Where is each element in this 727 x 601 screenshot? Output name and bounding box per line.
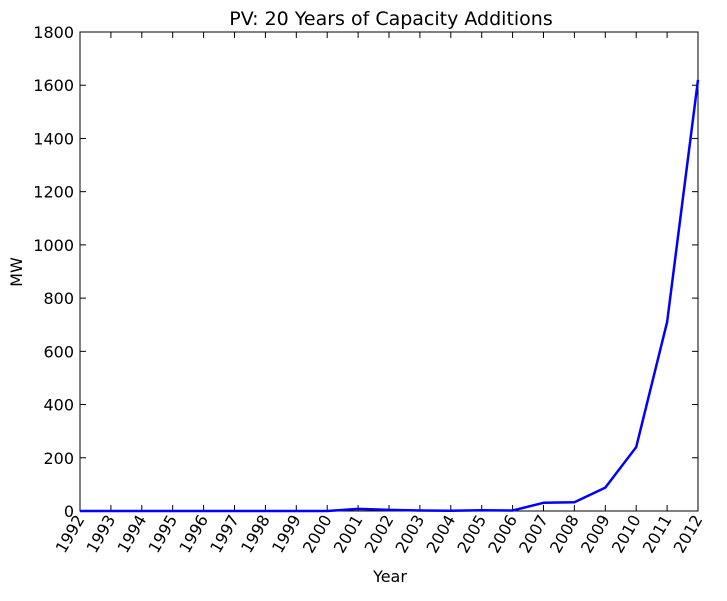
x-tick-label: 2001 xyxy=(330,512,367,557)
y-tick-label: 0 xyxy=(64,502,74,521)
x-tick-label: 1996 xyxy=(175,512,212,557)
x-tick-label: 1999 xyxy=(268,512,305,557)
x-tick-label: 2009 xyxy=(577,512,614,557)
x-tick-label: 2003 xyxy=(392,512,429,557)
series-line xyxy=(80,79,700,513)
x-tick-label: 2007 xyxy=(515,512,552,557)
x-tick-label: 1992 xyxy=(52,512,89,557)
x-tick-label: 2005 xyxy=(453,512,490,557)
plot-frame xyxy=(79,31,699,512)
y-tick-label: 1200 xyxy=(33,183,74,202)
x-tick-label: 1997 xyxy=(206,512,243,557)
y-axis-label: MW xyxy=(7,257,26,287)
x-tick-label: 1993 xyxy=(83,512,120,557)
x-tick-label: 1994 xyxy=(113,512,150,557)
y-tick-label: 1600 xyxy=(33,76,74,95)
x-tick-label: 1998 xyxy=(237,512,274,557)
x-axis-label: Year xyxy=(372,567,407,586)
x-tick-label: 1995 xyxy=(144,512,181,557)
x-tick-label: 2000 xyxy=(299,512,336,557)
y-tick-label: 800 xyxy=(43,289,74,308)
y-tick-label: 1000 xyxy=(33,236,74,255)
x-tick-label: 2002 xyxy=(361,512,398,557)
y-tick-label: 1800 xyxy=(33,23,74,42)
x-tick-label: 2006 xyxy=(484,512,521,557)
y-tick-label: 400 xyxy=(43,396,74,415)
x-tick-label: 2012 xyxy=(670,512,707,557)
x-tick-label: 2004 xyxy=(422,512,459,557)
y-tick-label: 200 xyxy=(43,449,74,468)
y-tick-label: 1400 xyxy=(33,129,74,148)
chart-title: PV: 20 Years of Capacity Additions xyxy=(229,8,553,30)
x-tick-label: 2008 xyxy=(546,512,583,557)
y-tick-label: 600 xyxy=(43,342,74,361)
plot-area: 0200400600800100012001400160018001992199… xyxy=(33,23,706,556)
x-tick-label: 2011 xyxy=(639,512,676,557)
x-tick-label: 2010 xyxy=(608,512,645,557)
